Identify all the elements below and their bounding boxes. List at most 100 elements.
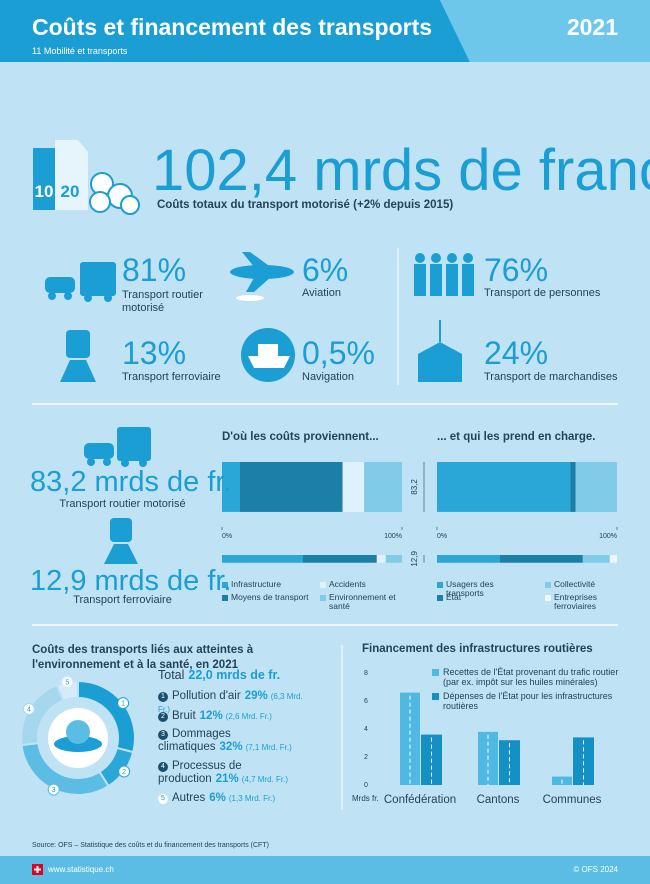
road-icon (45, 262, 116, 302)
legend-swatch (437, 582, 443, 588)
bar-segment (240, 462, 343, 512)
share-label: Transport de marchandises (484, 371, 618, 383)
list-item: 4 Processus de production 21% (4,7 Mrd. Fr.… (158, 760, 308, 786)
header-band (0, 0, 470, 62)
icon-label: 20 (61, 182, 80, 201)
x-tick-label: Cantons (477, 794, 520, 806)
bar-segment (376, 555, 386, 563)
segment-marker (118, 765, 131, 778)
chart-title: D'où les coûts proviennent... (222, 431, 379, 443)
list-name: Processus de production (158, 760, 242, 786)
bar-segment (437, 462, 571, 512)
bar-segment (385, 555, 402, 563)
share-label: Transport de personnes (484, 287, 601, 299)
list-value: 6% (209, 792, 226, 804)
legend-label: Infrastructure (231, 579, 282, 589)
mode-label: Transport routier motorisé (59, 498, 186, 510)
x-tick-label: 0% (222, 533, 232, 540)
bar-segment (437, 555, 500, 563)
x-tick-label: Confédération (384, 794, 456, 806)
total-label: Total (158, 668, 185, 682)
icon-label: 10 (35, 182, 54, 201)
road-icon (84, 427, 151, 467)
y-tick-label: 6 (364, 698, 368, 705)
footer-site[interactable]: www.statistique.ch (48, 865, 114, 874)
swiss-cross (34, 866, 41, 873)
bar-segment (222, 555, 303, 563)
segment-marker (61, 676, 74, 689)
segment-marker-label: 2 (122, 769, 126, 776)
people-icon (414, 253, 474, 296)
list-marker: 5 (158, 794, 168, 804)
header-band-right (440, 0, 650, 62)
list-value: 21% (215, 773, 239, 786)
globe-icon (66, 720, 90, 744)
bar-segment (500, 555, 583, 563)
list-name: Bruit (172, 710, 196, 722)
bar-segment (575, 462, 617, 512)
legend-swatch (545, 595, 551, 601)
list-name: Pollution d'air (172, 690, 241, 702)
legend-swatch (222, 582, 228, 588)
list-item: 1 Pollution d'air 29% (6,3 Mrd. Fr.) (158, 690, 308, 716)
bar (499, 740, 520, 785)
ship-icon (241, 328, 295, 382)
legend-label: Usagers des transports (446, 579, 494, 599)
share-label: Navigation (302, 371, 354, 383)
x-tick-label: Communes (543, 794, 602, 806)
bar-segment (364, 462, 402, 512)
list-note: (6,3 Mrd. Fr.) (158, 692, 303, 715)
bar-segment (222, 462, 240, 512)
legend-label: Moyens de transport (231, 592, 309, 602)
bar (573, 737, 594, 785)
page-title: Coûts et financement des transports (32, 14, 433, 40)
chart-title: Financement des infrastructures routière… (362, 643, 593, 655)
list-value: 12% (199, 710, 223, 722)
legend-swatch (320, 582, 326, 588)
legend-label: Recettes de l'État provenant du trafic r… (443, 667, 619, 688)
legend-swatch (437, 595, 443, 601)
y-tick-label: 8 (364, 670, 368, 677)
legend-label: Entreprises ferroviaires (554, 592, 597, 612)
source: Source: OFS – Statistique des coûts et d… (32, 842, 269, 849)
legend-swatch (222, 595, 228, 601)
list-note: (1,3 Mrd. Fr.) (228, 794, 276, 803)
mode-total: 83,2 mrds de fr. (30, 466, 232, 498)
segment-marker (22, 702, 35, 715)
list-item: 5 Autres 6% (1,3 Mrd. Fr.) (158, 792, 308, 805)
page-subtitle: 11 Mobilité et transports (32, 46, 128, 56)
share-value: 6% (302, 252, 349, 288)
legend-swatch (320, 595, 326, 601)
footer-copyright: © OFS 2024 (573, 865, 618, 874)
x-tick-label: 100% (384, 533, 402, 540)
segment-marker (117, 697, 130, 710)
list-note: (2,6 Mrd. Fr.) (225, 712, 272, 721)
legend-swatch (432, 693, 439, 700)
list-name: Dommages climatiques (158, 728, 231, 754)
train-icon (104, 518, 138, 564)
share-value: 24% (484, 335, 549, 371)
list-value: 32% (219, 741, 243, 754)
list-value: 29% (244, 690, 268, 702)
share-value: 0,5% (302, 335, 375, 371)
container-icon (418, 320, 462, 382)
list-marker: 2 (158, 712, 168, 722)
y-tick-label: 4 (364, 726, 368, 733)
bar-segment (303, 555, 377, 563)
y-axis-label: Mrds fr. (352, 794, 379, 803)
chart-title: Coûts des transports liés aux atteintes … (32, 644, 254, 671)
x-tick-label: 100% (599, 533, 617, 540)
row-label: 83,2 (410, 479, 419, 495)
legend-swatch (545, 582, 551, 588)
bar-segment (342, 462, 365, 512)
list-marker: 3 (158, 730, 168, 740)
legend-label: État (446, 592, 462, 602)
bar-segment (609, 555, 617, 563)
footer-band (0, 856, 650, 884)
segment-marker-label: 1 (121, 700, 125, 707)
list-item: 3 Dommages climatiques 32% (7,1 Mrd. Fr.) (158, 728, 308, 754)
list-item: 2 Bruit 12% (2,6 Mrd. Fr.) (158, 710, 308, 723)
list-note: (7,1 Mrd. Fr.) (245, 743, 292, 753)
money-icon (33, 140, 140, 215)
